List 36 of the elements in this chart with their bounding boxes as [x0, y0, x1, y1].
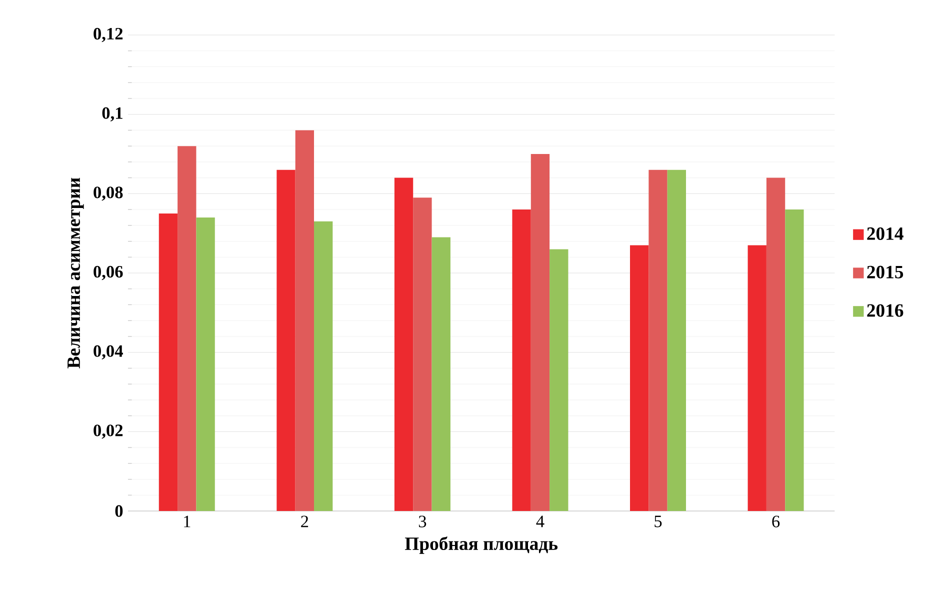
legend-label: 2014 — [867, 227, 904, 240]
bar — [413, 198, 432, 511]
bar — [158, 214, 178, 511]
bar — [785, 210, 804, 511]
x-axis-title: Пробная площадь — [404, 536, 558, 554]
y-tick-label: 0,02 — [94, 424, 123, 439]
y-tick-label: 0,08 — [94, 186, 123, 201]
bar — [748, 245, 766, 511]
y-axis-title: Величина асимметрии — [68, 178, 84, 368]
bar — [178, 146, 196, 511]
y-tick-label: 0,06 — [94, 266, 123, 280]
y-tick-label: 0,12 — [94, 28, 123, 42]
bar — [394, 178, 414, 511]
x-tick-label: 1 — [184, 516, 190, 528]
y-tick-label: 0,04 — [94, 345, 123, 360]
legend-label: 2015 — [867, 266, 904, 278]
bar — [630, 245, 649, 511]
bar — [512, 210, 531, 511]
bar — [530, 154, 550, 511]
bar — [295, 130, 314, 511]
x-tick-label: 3 — [418, 516, 426, 528]
bar — [766, 178, 786, 511]
x-tick-label: 5 — [654, 516, 662, 528]
bar — [432, 237, 450, 511]
x-tick-label: 4 — [536, 516, 544, 528]
bar — [648, 170, 668, 511]
bar — [314, 221, 333, 511]
y-tick-label: 0 — [115, 505, 123, 517]
bar — [196, 217, 215, 511]
bar — [550, 249, 568, 511]
y-tick-label: 0,1 — [102, 107, 122, 122]
x-tick-label: 2 — [301, 516, 308, 528]
legend-label: 2016 — [867, 304, 904, 317]
bar — [276, 170, 296, 511]
bar — [667, 170, 686, 511]
x-tick-label: 6 — [772, 516, 780, 528]
